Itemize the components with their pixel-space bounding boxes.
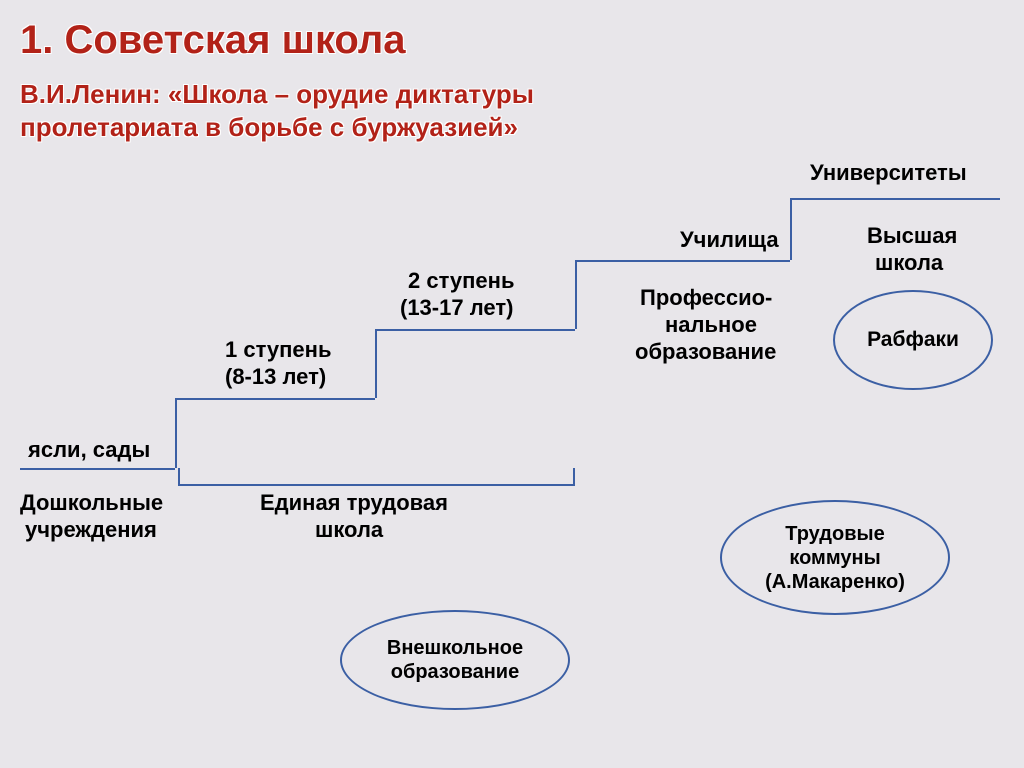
step-vertical-2 xyxy=(575,260,577,329)
ellipse-trudkom: Трудовые коммуны (А.Макаренко) xyxy=(720,500,950,615)
bracket-bottom xyxy=(178,484,575,486)
slide-subtitle: В.И.Ленин: «Школа – орудие диктатуры про… xyxy=(20,78,534,143)
label-uchil: Училища xyxy=(680,227,779,253)
label-prof2: нальное xyxy=(665,312,757,338)
label-step2a: 2 ступень xyxy=(408,268,514,294)
step-horizontal-2 xyxy=(375,329,575,331)
ellipse-rabfaki: Рабфаки xyxy=(833,290,993,390)
label-dosh1: Дошкольные xyxy=(20,490,163,516)
step-vertical-1 xyxy=(375,329,377,398)
label-vysh1: Высшая xyxy=(867,223,957,249)
label-yasli: ясли, сады xyxy=(28,437,150,463)
label-prof1: Профессио- xyxy=(640,285,772,311)
label-univ: Университеты xyxy=(810,160,967,186)
bracket-left xyxy=(178,468,180,484)
step-horizontal-1 xyxy=(175,398,375,400)
label-edin2: школа xyxy=(315,517,383,543)
label-edin1: Единая трудовая xyxy=(260,490,448,516)
step-horizontal-0 xyxy=(20,468,175,470)
step-horizontal-3 xyxy=(575,260,790,262)
step-vertical-3 xyxy=(790,198,792,260)
label-dosh2: учреждения xyxy=(25,517,157,543)
label-step1b: (8-13 лет) xyxy=(225,364,326,390)
step-vertical-0 xyxy=(175,398,177,468)
label-prof3: образование xyxy=(635,339,776,365)
step-horizontal-4 xyxy=(790,198,1000,200)
ellipse-vnesh: Внешкольное образование xyxy=(340,610,570,710)
subtitle-line2: пролетариата в борьбе с буржуазией» xyxy=(20,111,534,144)
label-vysh2: школа xyxy=(875,250,943,276)
label-step1a: 1 ступень xyxy=(225,337,331,363)
slide-title: 1. Советская школа xyxy=(20,18,406,63)
subtitle-line1: В.И.Ленин: «Школа – орудие диктатуры xyxy=(20,78,534,111)
bracket-right xyxy=(573,468,575,484)
label-step2b: (13-17 лет) xyxy=(400,295,513,321)
